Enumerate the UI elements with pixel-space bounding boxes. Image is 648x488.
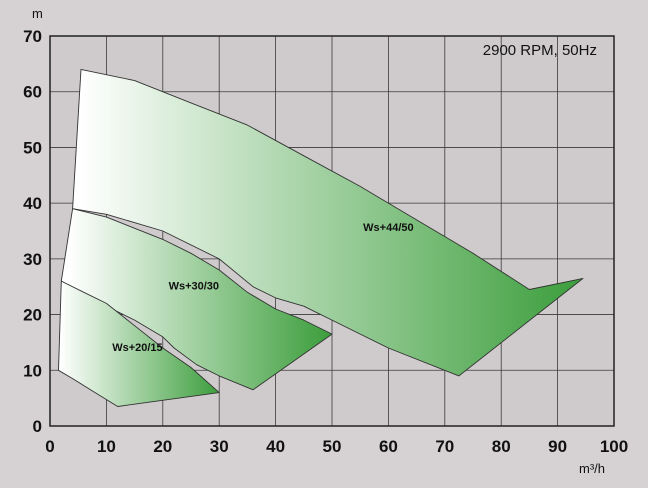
y-axis-label: m xyxy=(32,6,43,21)
y-tick-70: 70 xyxy=(23,27,42,46)
x-tick-10: 10 xyxy=(97,437,116,456)
x-tick-50: 50 xyxy=(323,437,342,456)
area-ws-44-50 xyxy=(72,68,584,377)
speed-annotation: 2900 RPM, 50Hz xyxy=(483,42,597,59)
x-tick-20: 20 xyxy=(153,437,172,456)
area-ws-30-30 xyxy=(60,208,333,391)
y-tick-20: 20 xyxy=(23,306,42,325)
x-tick-0: 0 xyxy=(45,437,54,456)
y-tick-0: 0 xyxy=(33,417,42,436)
y-tick-30: 30 xyxy=(23,250,42,269)
y-tick-10: 10 xyxy=(23,361,42,380)
x-tick-30: 30 xyxy=(210,437,229,456)
area-ws-20-15 xyxy=(58,280,220,407)
curve-areas xyxy=(58,68,584,407)
y-tick-40: 40 xyxy=(23,194,42,213)
y-tick-labels: 0 10 20 30 40 50 60 70 xyxy=(23,27,42,436)
plot-frame xyxy=(49,35,615,427)
series-label-ws-30-30: Ws+30/30 xyxy=(169,281,219,293)
series-labels: Ws+44/50 Ws+30/30 Ws+20/15 xyxy=(112,222,413,354)
x-tick-80: 80 xyxy=(492,437,511,456)
series-label-ws-20-15: Ws+20/15 xyxy=(112,342,162,354)
x-tick-60: 60 xyxy=(379,437,398,456)
y-tick-50: 50 xyxy=(23,138,42,157)
series-label-ws-44-50: Ws+44/50 xyxy=(363,222,413,234)
x-tick-90: 90 xyxy=(548,437,567,456)
x-axis-label: m³/h xyxy=(579,461,605,476)
x-tick-100: 100 xyxy=(600,437,628,456)
y-tick-60: 60 xyxy=(23,83,42,102)
x-tick-40: 40 xyxy=(266,437,285,456)
x-tick-labels: 0 10 20 30 40 50 60 70 80 90 100 xyxy=(45,437,628,456)
x-tick-70: 70 xyxy=(435,437,454,456)
